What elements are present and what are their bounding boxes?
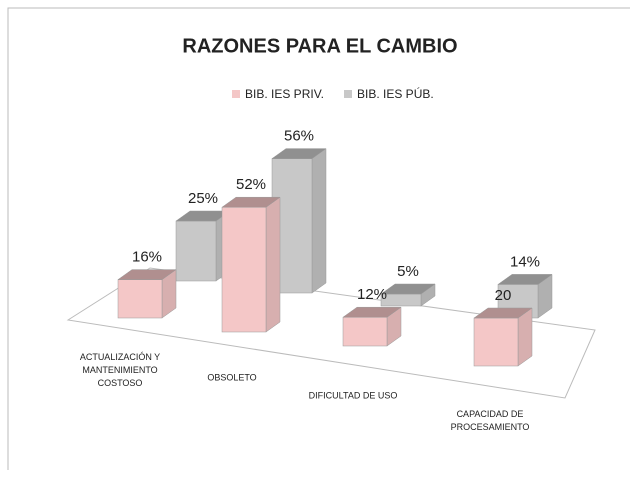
legend-label: BIB. IES PRIV. [245,87,324,101]
data-label: 56% [284,128,314,145]
bar-front [473,317,519,367]
bar [380,283,436,307]
chart-title: RAZONES PARA EL CAMBIO [182,35,457,57]
x-tick-label: OBSOLETO [207,372,256,382]
legend-label: BIB. IES PÚB. [357,86,434,101]
bar-front [117,279,163,319]
bar [221,196,281,333]
legend-swatch [232,90,240,98]
bar-top [342,306,402,318]
bar [342,306,402,347]
bar-front [342,316,388,347]
data-label: 12% [357,286,387,303]
bar-top [117,269,177,280]
legend-swatch [344,90,352,98]
bar-top [473,307,533,319]
data-label: 5% [397,263,419,280]
data-label: 16% [132,249,162,266]
bar [473,307,533,367]
bar-front [221,206,267,333]
x-tick-label: ACTUALIZACIÓN Y MANTENIMIENTO COSTOSO [80,352,160,388]
bar [117,269,177,319]
bar-front [175,220,217,282]
bar-top [271,148,327,159]
data-label: 52% [236,176,266,193]
bar-side [311,148,327,294]
bar-top [221,196,281,208]
bar-side [265,196,281,333]
frame [7,7,630,470]
x-tick-label: DIFICULTAD DE USO [309,390,398,400]
bar-top [380,283,436,295]
data-label: 25% [188,190,218,207]
x-tick-label: CAPACIDAD DE PROCESAMIENTO [451,409,530,432]
data-label: 14% [510,253,540,270]
bar-top [497,274,553,285]
data-label: 20 [495,287,512,304]
